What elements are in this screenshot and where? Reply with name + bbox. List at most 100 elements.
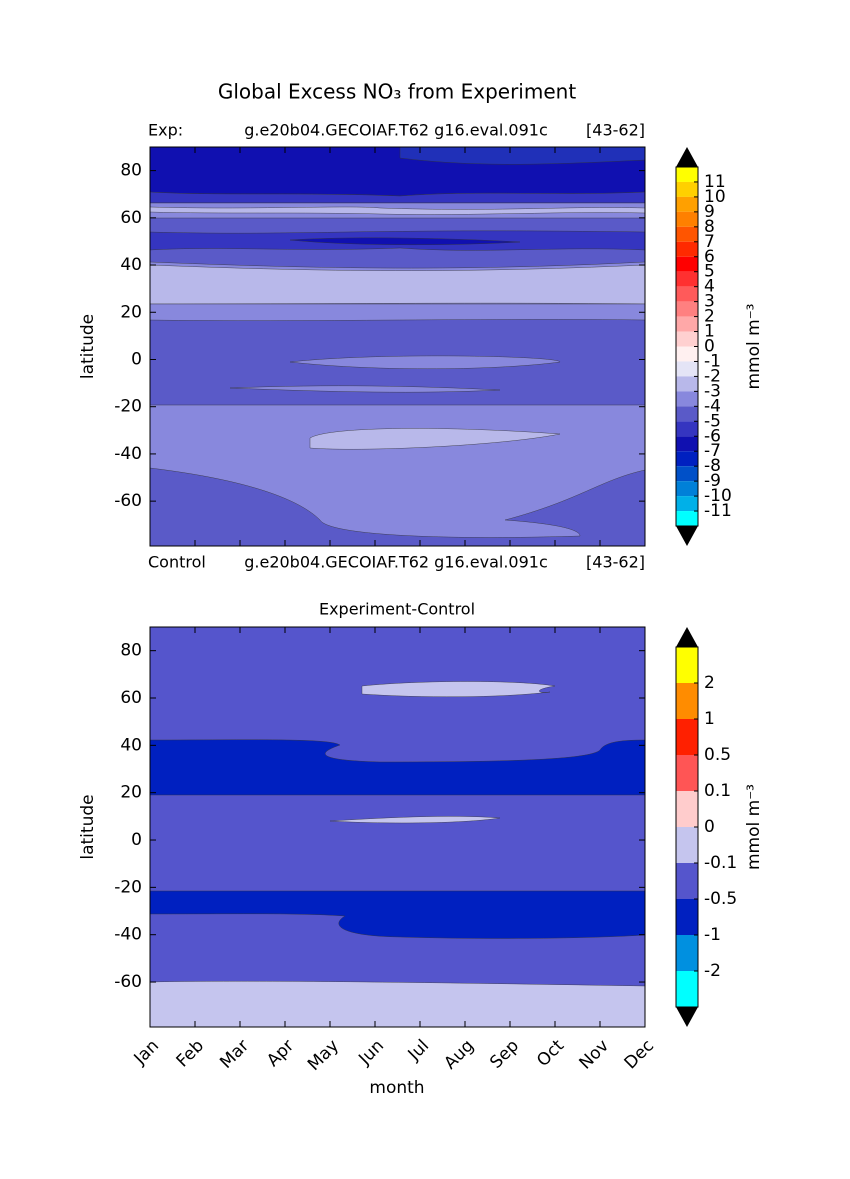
figure-title: Global Excess NO₃ from Experiment — [218, 80, 576, 104]
colorbar-tick-label: 4 — [704, 277, 715, 297]
plot-frame — [149, 146, 646, 547]
colorbar-segment — [676, 196, 698, 212]
colorbar-label: mmol m⁻³ — [744, 784, 764, 870]
colorbar-segment — [676, 167, 698, 182]
subtitle: g.e20b04.GECOIAF.T62 g16.eval.091c — [244, 121, 548, 140]
footer: g.e20b04.GECOIAF.T62 g16.eval.091c — [244, 553, 548, 572]
y-tick-label: 40 — [120, 255, 142, 275]
footer: [43-62] — [586, 553, 645, 572]
panel-title: Experiment-Control — [319, 600, 475, 619]
subtitle: [43-62] — [586, 121, 645, 140]
y-axis-label: latitude — [78, 314, 98, 379]
colorbar-tick-label: 3 — [704, 292, 715, 312]
colorbar-extend — [676, 147, 698, 167]
colorbar-segment — [676, 496, 698, 512]
colorbar-tick-label: 6 — [704, 247, 715, 267]
y-tick-label: 60 — [120, 208, 142, 228]
colorbar-segment — [676, 376, 698, 392]
colorbar-segment — [676, 647, 698, 683]
colorbar-tick-label: -2 — [704, 961, 721, 981]
contour-field — [150, 147, 645, 546]
colorbar-segment — [676, 421, 698, 437]
colorbar-tick-label: -11 — [704, 501, 732, 521]
colorbar-tick-label: 5 — [704, 262, 715, 282]
colorbar-segment — [676, 226, 698, 242]
colorbar-tick-label: -5 — [704, 411, 721, 431]
colorbar-tick-label: 1 — [704, 322, 715, 342]
colorbar-extend — [676, 1007, 698, 1027]
colorbar-segment — [676, 719, 698, 755]
colorbar-segment — [676, 391, 698, 407]
colorbar-tick-label: 0.1 — [704, 781, 731, 801]
colorbar-tick-label: -7 — [704, 441, 721, 461]
colorbar-tick-label: 0 — [704, 817, 715, 837]
contour-field — [150, 627, 645, 1027]
colorbar-tick-label: 7 — [704, 232, 715, 252]
colorbar-tick-label: 1 — [704, 709, 715, 729]
colorbar-tick-label: -3 — [704, 381, 721, 401]
colorbar-tick-label: 2 — [704, 673, 715, 693]
y-tick-label: -40 — [114, 444, 142, 464]
colorbar-segment — [676, 436, 698, 452]
colorbar-tick-label: -1 — [704, 925, 721, 945]
colorbar-segment — [676, 971, 698, 1007]
colorbar-segment — [676, 791, 698, 827]
colorbar-tick-label: -2 — [704, 366, 721, 386]
y-tick-label: -20 — [114, 877, 142, 897]
x-axis-label: month — [369, 1078, 424, 1098]
colorbar-extend — [676, 526, 698, 546]
colorbar-segment — [676, 481, 698, 497]
y-tick-label: 80 — [120, 161, 142, 181]
colorbar-segment — [676, 241, 698, 257]
footer: Control — [148, 553, 206, 572]
colorbar-tick-label: 9 — [704, 202, 715, 222]
y-tick-label: -60 — [114, 972, 142, 992]
colorbar-segment — [676, 301, 698, 317]
colorbar-segment — [676, 361, 698, 377]
colorbar-tick-label: -10 — [704, 486, 732, 506]
colorbar-tick-label: -9 — [704, 471, 721, 491]
colorbar-tick-label: -8 — [704, 456, 721, 476]
colorbar-segment — [676, 256, 698, 272]
colorbar-segment — [676, 935, 698, 971]
plot-frame — [149, 626, 646, 1028]
colorbar-tick-label: 11 — [704, 172, 726, 192]
colorbar-segment — [676, 451, 698, 467]
y-tick-label: -40 — [114, 925, 142, 945]
y-tick-label: -20 — [114, 397, 142, 417]
colorbar-segment — [676, 286, 698, 302]
colorbar-tick-label: -0.5 — [704, 889, 737, 909]
colorbar-segment — [676, 211, 698, 227]
colorbar-segment — [676, 406, 698, 422]
colorbar-label: mmol m⁻³ — [744, 304, 764, 390]
colorbar-tick-label: 8 — [704, 217, 715, 237]
colorbar-segment — [676, 466, 698, 482]
y-tick-label: 0 — [131, 349, 142, 369]
colorbar-extend — [676, 627, 698, 647]
y-tick-label: 40 — [120, 735, 142, 755]
y-axis-label: latitude — [78, 794, 98, 859]
colorbar-segment — [676, 271, 698, 287]
colorbar-segment — [676, 331, 698, 347]
y-tick-label: 80 — [120, 641, 142, 661]
y-tick-label: -60 — [114, 491, 142, 511]
colorbar-tick-label: -0.1 — [704, 853, 737, 873]
colorbar-tick-label: 0.5 — [704, 745, 731, 765]
colorbar-tick-label: 0 — [704, 337, 715, 357]
colorbar-segment — [676, 511, 698, 526]
subtitle: Exp: — [148, 121, 183, 140]
colorbar-tick-label: 2 — [704, 307, 715, 327]
colorbar-segment — [676, 827, 698, 863]
y-tick-label: 60 — [120, 688, 142, 708]
colorbar-segment — [676, 755, 698, 791]
colorbar-segment — [676, 863, 698, 899]
y-tick-label: 20 — [120, 783, 142, 803]
colorbar-tick-label: -1 — [704, 351, 721, 371]
colorbar-tick-label: -4 — [704, 396, 721, 416]
y-tick-label: 20 — [120, 302, 142, 322]
colorbar-segment — [676, 316, 698, 332]
colorbar-segment — [676, 683, 698, 719]
colorbar-segment — [676, 346, 698, 362]
colorbar-tick-label: -6 — [704, 426, 721, 446]
